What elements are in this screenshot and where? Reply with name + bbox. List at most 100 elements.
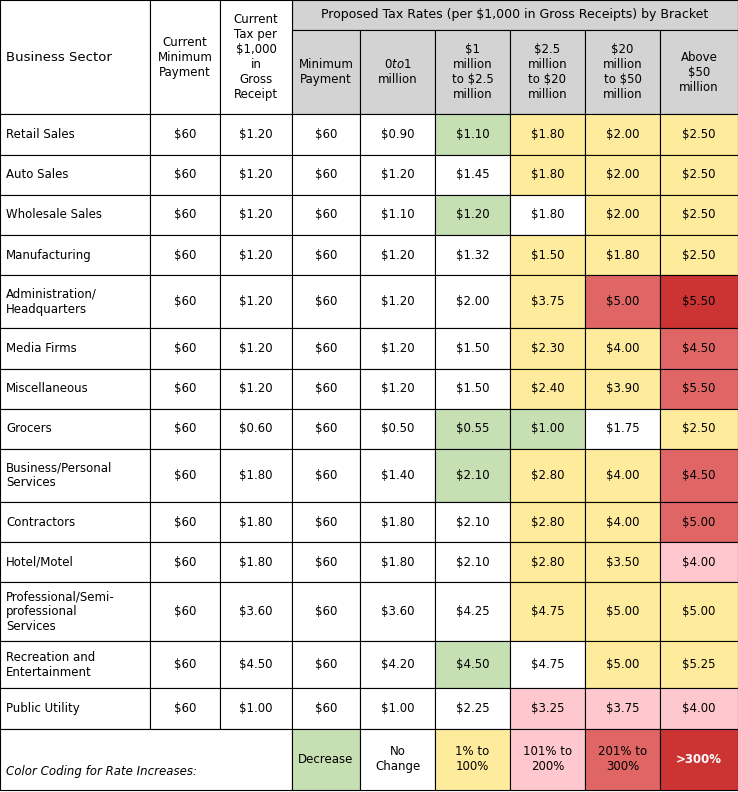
Text: Retail Sales: Retail Sales xyxy=(6,128,75,141)
Bar xyxy=(0,582,150,641)
Text: Recreation and
Entertainment: Recreation and Entertainment xyxy=(6,650,95,679)
Text: $4.50: $4.50 xyxy=(239,658,273,671)
Bar xyxy=(292,582,360,641)
Bar xyxy=(220,235,292,276)
Text: $1.80: $1.80 xyxy=(381,556,414,569)
Text: $60: $60 xyxy=(315,469,337,482)
Bar xyxy=(150,114,220,154)
Bar xyxy=(360,502,435,543)
Bar xyxy=(292,641,360,688)
Text: Current
Minimum
Payment: Current Minimum Payment xyxy=(157,36,213,78)
Text: $60: $60 xyxy=(315,422,337,436)
Bar xyxy=(360,29,435,114)
Text: $4.75: $4.75 xyxy=(531,658,565,671)
Text: $1.32: $1.32 xyxy=(455,249,489,261)
Text: $2.50: $2.50 xyxy=(682,208,716,222)
Bar xyxy=(0,0,150,114)
Bar xyxy=(435,502,510,543)
Text: $60: $60 xyxy=(174,168,196,181)
Text: 201% to
300%: 201% to 300% xyxy=(598,745,647,773)
Text: $1.20: $1.20 xyxy=(381,168,414,181)
Text: $4.00: $4.00 xyxy=(682,702,716,715)
Bar xyxy=(585,582,660,641)
Bar xyxy=(585,641,660,688)
Bar xyxy=(435,409,510,449)
Text: $1.80: $1.80 xyxy=(531,168,565,181)
Bar xyxy=(0,449,150,502)
Text: $1.20: $1.20 xyxy=(381,342,414,355)
Text: $1
million
to $2.5
million: $1 million to $2.5 million xyxy=(452,43,494,101)
Bar xyxy=(660,154,738,195)
Bar xyxy=(660,449,738,502)
Bar xyxy=(220,154,292,195)
Bar xyxy=(660,543,738,582)
Text: $60: $60 xyxy=(315,658,337,671)
Text: $0.50: $0.50 xyxy=(381,422,414,436)
Bar xyxy=(585,449,660,502)
Bar xyxy=(150,543,220,582)
Bar xyxy=(220,114,292,154)
Bar xyxy=(0,154,150,195)
Text: $3.60: $3.60 xyxy=(239,605,273,618)
Bar xyxy=(220,582,292,641)
Bar xyxy=(585,409,660,449)
Text: $60: $60 xyxy=(315,383,337,395)
Bar xyxy=(510,449,585,502)
Bar xyxy=(292,409,360,449)
Bar xyxy=(150,0,220,114)
Bar xyxy=(435,449,510,502)
Bar xyxy=(660,641,738,688)
Bar xyxy=(660,409,738,449)
Bar xyxy=(150,0,220,29)
Bar xyxy=(292,329,360,368)
Text: Manufacturing: Manufacturing xyxy=(6,249,92,261)
Text: Contractors: Contractors xyxy=(6,516,75,528)
Bar xyxy=(150,329,220,368)
Text: $20
million
to $50
million: $20 million to $50 million xyxy=(603,43,642,101)
Bar xyxy=(510,235,585,276)
Text: $2.00: $2.00 xyxy=(606,208,639,222)
Bar xyxy=(220,543,292,582)
Bar xyxy=(360,729,435,790)
Text: $60: $60 xyxy=(315,128,337,141)
Text: $4.00: $4.00 xyxy=(606,469,639,482)
Text: $1.75: $1.75 xyxy=(606,422,639,436)
Text: $2.40: $2.40 xyxy=(531,383,565,395)
Text: $0.55: $0.55 xyxy=(456,422,489,436)
Bar xyxy=(660,329,738,368)
Text: $2.50: $2.50 xyxy=(682,128,716,141)
Bar xyxy=(510,641,585,688)
Text: Wholesale Sales: Wholesale Sales xyxy=(6,208,102,222)
Text: $5.50: $5.50 xyxy=(683,383,716,395)
Bar xyxy=(360,329,435,368)
Text: $60: $60 xyxy=(174,516,196,528)
Text: Decrease: Decrease xyxy=(298,752,354,766)
Text: $60: $60 xyxy=(174,469,196,482)
Bar xyxy=(292,729,360,790)
Bar xyxy=(510,154,585,195)
Bar xyxy=(150,449,220,502)
Bar xyxy=(510,114,585,154)
Text: $1.80: $1.80 xyxy=(239,469,273,482)
Text: $4.00: $4.00 xyxy=(682,556,716,569)
Text: $1.00: $1.00 xyxy=(531,422,565,436)
Bar xyxy=(585,154,660,195)
Text: $3.25: $3.25 xyxy=(531,702,565,715)
Bar xyxy=(585,235,660,276)
Bar xyxy=(510,729,585,790)
Bar xyxy=(585,329,660,368)
Text: $1.20: $1.20 xyxy=(239,208,273,222)
Text: $2.00: $2.00 xyxy=(606,168,639,181)
Text: Professional/Semi-
professional
Services: Professional/Semi- professional Services xyxy=(6,590,114,633)
Bar xyxy=(360,582,435,641)
Bar xyxy=(0,368,150,409)
Bar xyxy=(0,688,150,729)
Bar xyxy=(660,195,738,235)
Text: $60: $60 xyxy=(174,702,196,715)
Text: $2.80: $2.80 xyxy=(531,469,565,482)
Bar xyxy=(220,0,292,114)
Text: $2.80: $2.80 xyxy=(531,516,565,528)
Text: Administration/
Headquarters: Administration/ Headquarters xyxy=(6,287,97,316)
Text: $1.20: $1.20 xyxy=(381,383,414,395)
Bar xyxy=(220,449,292,502)
